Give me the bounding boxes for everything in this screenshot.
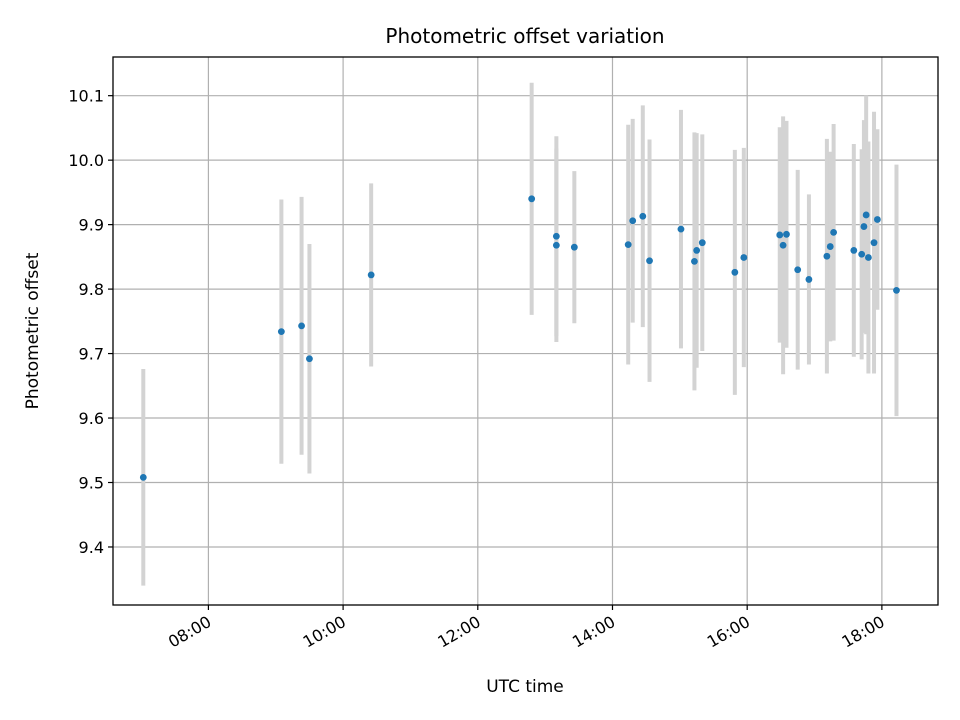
data-points [139, 195, 900, 481]
y-tick-label: 9.8 [79, 280, 104, 299]
y-tick-label: 10.1 [68, 87, 104, 106]
data-point [860, 223, 868, 230]
data-point [624, 241, 632, 249]
data-point [552, 232, 560, 240]
y-tick-label: 9.5 [79, 474, 104, 493]
data-point [691, 257, 698, 265]
data-point [731, 268, 739, 276]
data-point [870, 239, 878, 247]
data-point [873, 216, 881, 223]
data-point [528, 195, 536, 203]
data-point [639, 212, 647, 220]
data-point [552, 241, 560, 249]
grid [113, 57, 938, 605]
plot-frame [112, 56, 939, 606]
data-point [823, 252, 831, 260]
data-point [367, 271, 375, 279]
y-tick-label: 9.4 [79, 538, 104, 557]
data-point [629, 217, 637, 225]
data-point [570, 243, 578, 251]
data-point [298, 322, 305, 330]
data-point [830, 228, 838, 236]
y-tick-label: 10.0 [68, 151, 104, 170]
chart-title: Photometric offset variation [385, 24, 664, 48]
data-point [865, 254, 872, 261]
y-tick-label: 9.6 [79, 409, 104, 428]
data-point [306, 355, 313, 363]
y-tick-label: 9.9 [79, 216, 104, 235]
data-point [783, 230, 790, 238]
y-axis-label: Photometric offset [23, 252, 43, 409]
data-point [794, 266, 802, 274]
x-axis-label: UTC time [486, 677, 564, 697]
data-point [776, 231, 784, 239]
data-point [740, 254, 748, 261]
data-point [826, 243, 834, 250]
data-point [139, 473, 147, 481]
data-point [858, 250, 866, 258]
data-point [693, 247, 701, 254]
data-point [850, 247, 858, 254]
data-point [677, 225, 685, 233]
data-point [805, 276, 813, 283]
data-point [862, 211, 870, 219]
data-point [779, 241, 787, 249]
data-point [893, 286, 900, 294]
data-point [698, 239, 706, 247]
data-point [277, 328, 285, 336]
data-point [646, 257, 653, 265]
y-tick-label: 9.7 [79, 345, 104, 364]
